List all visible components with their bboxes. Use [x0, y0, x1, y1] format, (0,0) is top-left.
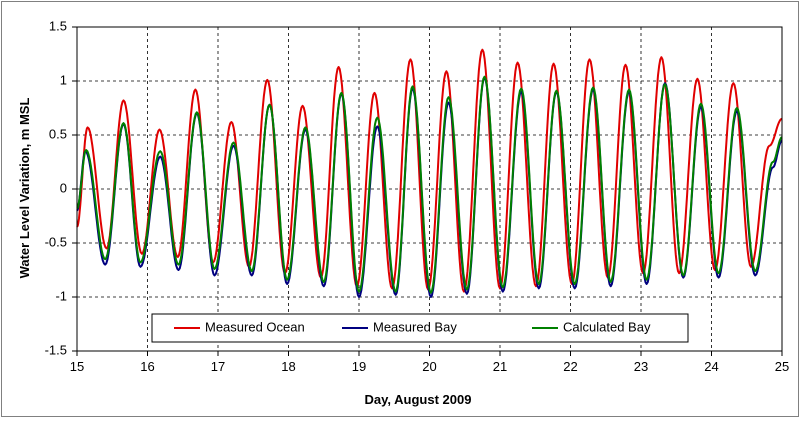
y-tick-label: -0.5: [45, 234, 67, 249]
water-level-chart: 15 16 17 18 19 20 21 22 23 24 25 1.5 1 0.5 0 -0.5 -1 -1.5…: [17, 18, 790, 407]
x-tick-label: 15: [70, 359, 84, 374]
x-tick-label: 22: [563, 359, 577, 374]
legend-label-calculated-bay: Calculated Bay: [563, 319, 651, 334]
axes: [72, 26, 783, 356]
y-tick-label: 1.5: [49, 18, 67, 33]
x-tick-label: 25: [775, 359, 789, 374]
x-axis-title: Day, August 2009: [365, 392, 472, 407]
series-line-calculated-bay: [76, 75, 783, 294]
x-tick-label: 19: [352, 359, 366, 374]
x-tick-label: 17: [211, 359, 225, 374]
legend-box: [151, 313, 689, 343]
y-tick-label: 1: [60, 72, 67, 87]
x-tick-label: 16: [140, 359, 154, 374]
x-tick-label: 21: [493, 359, 507, 374]
y-tick-label: 0.5: [49, 126, 67, 141]
x-tick-label: 20: [422, 359, 436, 374]
legend-label-measured-ocean: Measured Ocean: [205, 319, 305, 334]
series-lines: [76, 48, 783, 298]
x-tick-label: 23: [634, 359, 648, 374]
legend-label-measured-bay: Measured Bay: [373, 319, 457, 334]
y-tick-label: -1: [55, 288, 67, 303]
x-tick-label: 18: [281, 359, 295, 374]
y-tick-label: -1.5: [45, 342, 67, 357]
y-tick-label: 0: [60, 180, 67, 195]
legend: Measured Ocean Measured Bay Calculated B…: [151, 313, 689, 343]
x-tick-label: 24: [704, 359, 718, 374]
tick-labels: 15 16 17 18 19 20 21 22 23 24 25 1.5 1 0.5 0 -0.5 -1 -1.5: [45, 18, 790, 374]
y-axis-title: Water Level Variation, m MSL: [17, 98, 32, 279]
grid-lines: [77, 27, 782, 351]
